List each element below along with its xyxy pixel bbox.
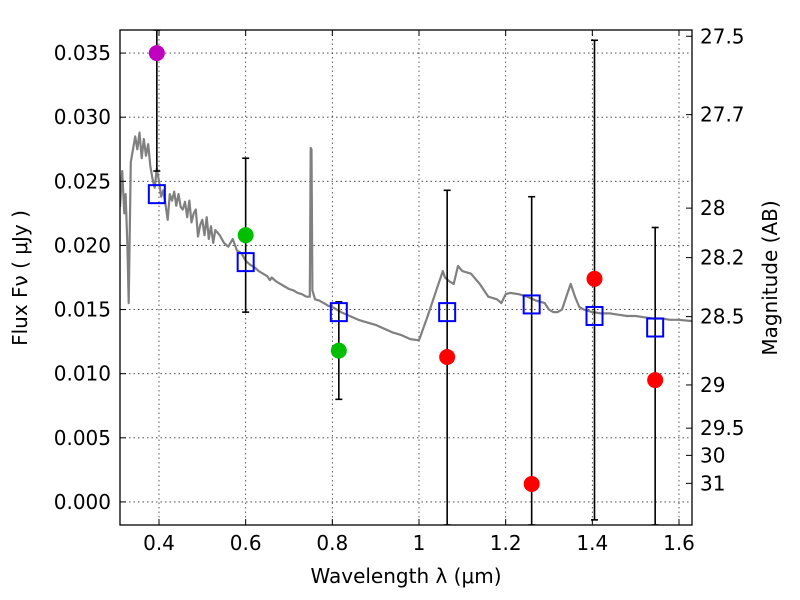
x-axis-ticks: 0.4 0.6 0.8 1 1.2 1.4 1.6 (143, 30, 695, 555)
x-tick-label: 1.6 (663, 531, 695, 555)
right-tick-label: 28.2 (700, 246, 745, 270)
right-tick-label: 29 (700, 373, 725, 397)
observed-photometry-point (330, 342, 347, 359)
right-tick-label: 28 (700, 196, 725, 220)
right-tick-label: 28.5 (700, 305, 745, 329)
x-tick-label: 1 (413, 531, 426, 555)
y-tick-label: 0.020 (54, 233, 111, 257)
sed-model-line (120, 131, 692, 342)
observed-photometry-point (148, 45, 165, 62)
x-axis-label: Wavelength λ (μm) (310, 564, 501, 588)
observed-photometry-point (586, 270, 603, 287)
right-tick-label: 27.7 (700, 103, 745, 127)
right-tick-label: 31 (700, 471, 725, 495)
right-y-axis-label: Magnitude (AB) (758, 200, 782, 355)
right-tick-label: 30 (700, 443, 725, 467)
synthetic-photometry-square (585, 305, 604, 326)
x-tick-label: 0.4 (143, 531, 175, 555)
x-tick-label: 0.8 (316, 531, 348, 555)
observed-photometry-point (237, 227, 254, 244)
y-tick-label: 0.010 (54, 362, 111, 386)
y-tick-label: 0.035 (54, 41, 111, 65)
observed-photometry-point (439, 349, 456, 366)
grid-lines (120, 30, 692, 525)
synthetic-photometry-layer (147, 184, 665, 338)
right-tick-label: 29.5 (700, 416, 745, 440)
right-tick-label: 27.5 (700, 24, 745, 48)
y-axis-label: Flux Fν ( μJy ) (8, 210, 32, 346)
synthetic-photometry-square (236, 252, 255, 273)
synthetic-photometry-square (329, 302, 348, 323)
x-tick-label: 0.6 (230, 531, 262, 555)
synthetic-photometry-square (646, 317, 665, 338)
x-tick-label: 1.2 (490, 531, 522, 555)
synthetic-photometry-square (147, 184, 166, 205)
observed-photometry-layer (148, 45, 664, 492)
observed-photometry-point (523, 475, 540, 492)
y-tick-label: 0.005 (54, 426, 111, 450)
y-tick-label: 0.000 (54, 490, 111, 514)
sed-model-layer (120, 131, 692, 342)
y-tick-label: 0.025 (54, 169, 111, 193)
synthetic-photometry-square (438, 302, 457, 323)
right-axis-ticks: 27.5 27.7 28 28.2 28.5 29 29.5 30 31 (686, 24, 745, 495)
y-axis-ticks: 0.000 0.005 0.010 0.015 0.020 0.025 0.030 0.035 (54, 41, 126, 514)
y-tick-label: 0.030 (54, 105, 111, 129)
observed-photometry-point (647, 372, 664, 389)
plot-frame (119, 29, 693, 526)
error-bars-layer (153, 30, 659, 525)
y-tick-label: 0.015 (54, 298, 111, 322)
x-tick-label: 1.4 (576, 531, 608, 555)
synthetic-photometry-square (522, 294, 541, 315)
